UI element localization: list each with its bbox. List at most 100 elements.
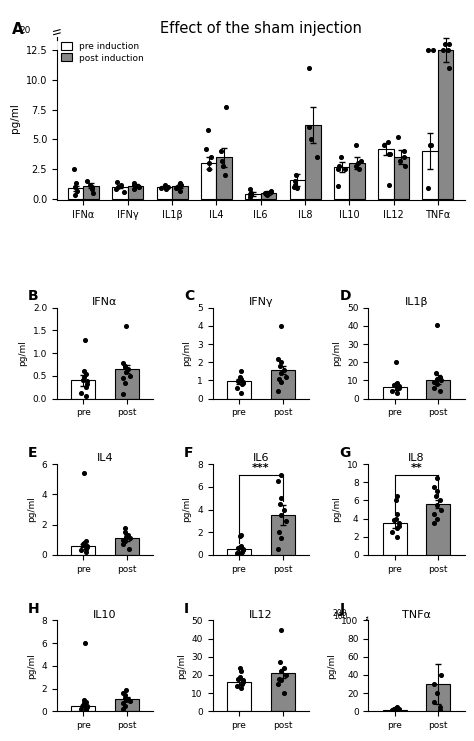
Point	[267, 185, 274, 196]
Point	[438, 374, 445, 386]
Point	[79, 539, 86, 551]
Point	[83, 540, 91, 552]
Point	[392, 702, 399, 714]
Point	[119, 703, 127, 715]
Point	[431, 376, 438, 388]
Point	[237, 528, 245, 540]
Point	[81, 694, 88, 706]
Point	[157, 182, 164, 194]
Point	[235, 542, 242, 554]
Point	[121, 376, 129, 388]
Point	[204, 124, 212, 136]
Point	[395, 517, 402, 529]
Point	[70, 163, 78, 175]
Point	[73, 185, 81, 196]
Point	[237, 665, 245, 677]
Point	[384, 136, 392, 147]
Point	[393, 705, 401, 717]
Point	[121, 526, 128, 538]
Point	[427, 139, 435, 151]
Point	[392, 494, 400, 506]
Point	[162, 179, 169, 190]
Point	[125, 543, 133, 555]
Point	[431, 508, 438, 520]
Point	[81, 637, 89, 649]
Bar	[383, 523, 407, 555]
Point	[280, 662, 288, 674]
Point	[239, 674, 247, 686]
Point	[122, 684, 129, 696]
Point	[433, 513, 440, 525]
Point	[125, 363, 132, 375]
Point	[82, 391, 89, 402]
Point	[280, 364, 288, 376]
Text: B: B	[28, 290, 39, 304]
Title: Effect of the sham injection: Effect of the sham injection	[160, 21, 362, 36]
Bar	[71, 546, 95, 555]
Title: IL1β: IL1β	[405, 297, 428, 307]
Bar	[271, 673, 294, 711]
Point	[163, 184, 170, 196]
Point	[275, 526, 283, 538]
Point	[82, 546, 89, 558]
Point	[89, 187, 96, 199]
Point	[233, 547, 240, 559]
Point	[277, 320, 285, 332]
Point	[393, 508, 401, 520]
Point	[83, 700, 91, 711]
Point	[135, 181, 143, 193]
Point	[445, 62, 453, 74]
Point	[430, 382, 438, 393]
Point	[437, 385, 444, 397]
Point	[246, 184, 254, 196]
Point	[396, 155, 403, 167]
Point	[115, 181, 122, 193]
Point	[83, 378, 91, 390]
Title: IFNγ: IFNγ	[248, 297, 273, 307]
Point	[134, 180, 142, 192]
Point	[86, 179, 94, 190]
Text: C: C	[184, 290, 194, 304]
Point	[222, 102, 230, 113]
Point	[395, 380, 402, 392]
Title: IL10: IL10	[93, 610, 117, 619]
Point	[277, 376, 284, 388]
Point	[395, 703, 402, 715]
Point	[439, 44, 447, 56]
Bar	[115, 699, 139, 711]
Point	[236, 671, 244, 682]
Point	[395, 382, 402, 393]
Point	[239, 543, 247, 555]
Bar	[245, 194, 261, 199]
Point	[221, 169, 228, 181]
Point	[293, 182, 301, 194]
Point	[238, 678, 246, 690]
Point	[267, 186, 274, 198]
Point	[433, 378, 440, 390]
Point	[162, 181, 170, 193]
Point	[113, 176, 120, 188]
Point	[247, 187, 255, 199]
Title: IL6: IL6	[253, 453, 269, 463]
Bar	[83, 186, 99, 199]
Point	[381, 139, 388, 151]
Point	[164, 181, 172, 193]
Point	[308, 133, 315, 145]
Bar	[115, 538, 139, 555]
Point	[237, 548, 245, 559]
Y-axis label: pg/ml: pg/ml	[182, 496, 191, 522]
Point	[77, 703, 84, 715]
Point	[239, 376, 247, 388]
Point	[119, 539, 127, 551]
Point	[334, 180, 342, 192]
Point	[202, 143, 210, 155]
Point	[433, 499, 441, 511]
Point	[237, 365, 245, 377]
Text: 200: 200	[333, 608, 347, 618]
Point	[429, 44, 437, 56]
Bar	[305, 125, 320, 199]
Point	[261, 187, 269, 199]
Point	[122, 531, 129, 542]
Point	[236, 541, 244, 553]
Point	[334, 163, 342, 175]
